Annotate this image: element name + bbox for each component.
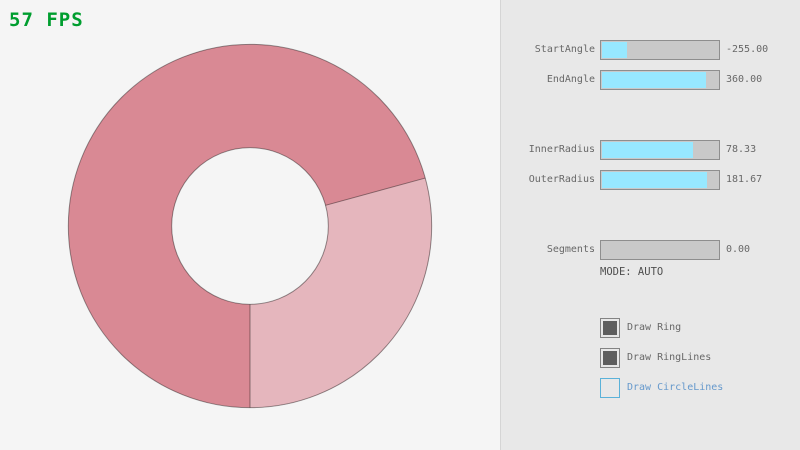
ring-startangle-capline (325, 177, 426, 206)
innerradius-slider-fill (602, 142, 693, 158)
draw-ring-checkmark (603, 321, 617, 335)
outerradius-slider[interactable] (600, 170, 720, 190)
startangle-slider[interactable] (600, 40, 720, 60)
draw-ring-checkbox[interactable] (600, 318, 620, 338)
draw-ringlines-checkmark (603, 351, 617, 365)
endangle-value: 360.00 (726, 74, 763, 85)
outerradius-value: 181.67 (726, 174, 763, 185)
ring-hole (171, 147, 329, 305)
ring-overlap-sector (250, 178, 432, 408)
outerradius-slider-fill (602, 172, 708, 188)
startangle-slider-fill (602, 42, 628, 58)
endangle-slider[interactable] (600, 70, 720, 90)
innerradius-slider[interactable] (600, 140, 720, 160)
draw-ring-label[interactable]: Draw Ring (627, 322, 682, 333)
innerradius-value: 78.33 (726, 144, 757, 155)
outerradius-label: OuterRadius (528, 174, 595, 185)
segments-label: Segments (546, 244, 595, 255)
endangle-slider-fill (602, 72, 707, 88)
endangle-label: EndAngle (546, 74, 595, 85)
innerradius-label: InnerRadius (528, 144, 595, 155)
segments-slider[interactable] (600, 240, 720, 260)
ring-drawing (67, 43, 433, 409)
draw-circlelines-checkbox[interactable] (600, 378, 620, 398)
segments-mode-text: MODE: AUTO (600, 266, 664, 278)
startangle-value: -255.00 (726, 44, 769, 55)
draw-circlelines-label[interactable]: Draw CircleLines (627, 382, 724, 393)
draw-ringlines-checkbox[interactable] (600, 348, 620, 368)
draw-ringlines-label[interactable]: Draw RingLines (627, 352, 712, 363)
segments-value: 0.00 (726, 244, 751, 255)
startangle-label: StartAngle (534, 44, 595, 55)
ring-outer-outline (67, 43, 433, 409)
fps-counter: 57 FPS (9, 9, 84, 31)
